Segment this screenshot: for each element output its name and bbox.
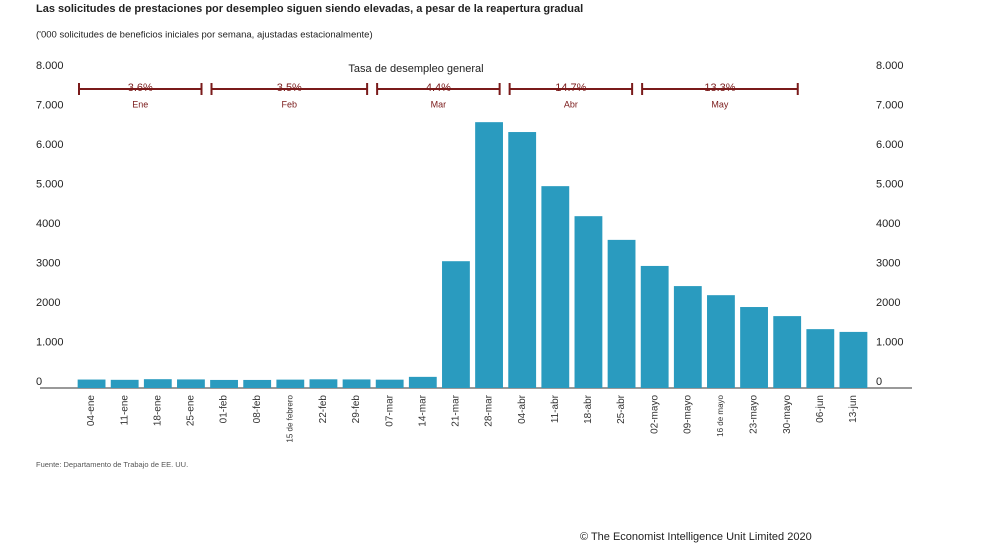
bar [177,379,205,388]
y2-tick-label: 8.000 [876,60,904,72]
annotation-title: Tasa de desempleo general [348,63,483,75]
bar [640,265,669,388]
y2-tick-label: 0 [876,376,882,388]
bar [143,379,172,388]
y-tick-label: 7.000 [36,99,64,111]
bar [309,379,338,388]
x-tick-label: 18-abr [583,394,594,424]
x-tick-label: 23-mayo [749,395,760,434]
y2-tick-label: 1.000 [876,336,904,348]
chart-title: Las solicitudes de prestaciones por dese… [36,3,583,15]
y-tick-label: 4000 [36,218,60,230]
annotation-month: Ene [132,99,148,109]
x-tick-label: 30-mayo [782,395,793,434]
x-tick-label: 02-mayo [649,395,660,434]
chart-subtitle: ('000 solicitudes de beneficios iniciale… [36,30,373,41]
x-tick-label: 29-feb [351,395,362,424]
y-tick-label: 6.000 [36,139,64,151]
bar [210,379,238,388]
bar [839,331,868,388]
bar [707,295,735,388]
x-tick-label: 15 de febrero [285,394,294,442]
x-tick-label: 14-mar [417,394,428,426]
bar [442,261,470,388]
y-tick-label: 1.000 [36,336,64,348]
x-tick-label: 28-mar [484,394,495,426]
bar [243,379,272,388]
x-tick-label: 21-mar [451,394,462,426]
x-tick-label: 01-feb [219,395,230,424]
x-tick-label: 16 de mayo [716,394,725,436]
bar [806,329,835,388]
y-tick-label: 8.000 [36,60,64,72]
bar [574,216,603,388]
bar [276,379,305,388]
y2-tick-label: 2000 [876,297,900,309]
bar [342,379,371,388]
bar [508,132,537,388]
bar [375,379,404,388]
y-tick-label: 0 [36,376,42,388]
x-tick-label: 06-jun [815,395,826,423]
bar [607,239,636,388]
bar [475,122,503,388]
copyright: © The Economist Intelligence Unit Limite… [580,531,812,543]
bar [673,286,702,388]
x-tick-label: 22-feb [318,395,329,424]
y2-tick-label: 6.000 [876,139,904,151]
x-tick-label: 25-ene [186,395,197,427]
bar [408,376,437,388]
y2-tick-label: 5.000 [876,178,904,190]
annotation-rate: 14.7% [555,82,586,94]
x-tick-label: 18-ene [152,395,163,427]
annotation-rate: 4.4% [426,82,451,94]
x-tick-label: 08-feb [252,395,263,424]
annotation-rate: 3.5% [277,82,302,94]
x-tick-label: 11-ene [119,395,130,426]
x-tick-label: 07-mar [384,394,395,426]
bar [77,379,106,388]
y2-tick-label: 3000 [876,257,900,269]
y-tick-label: 5.000 [36,178,64,190]
x-tick-label: 04-abr [517,394,528,424]
x-tick-label: 11-abr [550,394,561,423]
annotation-month: Abr [564,99,578,109]
annotation-rate: 3.6% [128,82,153,94]
x-tick-label: 04-ene [86,395,97,427]
bar [773,316,802,388]
annotation-month: Feb [282,99,298,109]
y2-tick-label: 7.000 [876,99,904,111]
annotation-rate: 13.3% [704,82,735,94]
x-tick-label: 25-abr [616,394,627,424]
y-tick-label: 3000 [36,257,60,269]
annotation-month: May [711,99,729,109]
annotation-month: Mar [431,99,447,109]
y2-tick-label: 4000 [876,218,900,230]
bar [740,307,768,388]
y-tick-label: 2000 [36,297,60,309]
bar [110,379,139,388]
bar [541,186,570,388]
x-tick-label: 09-mayo [682,395,693,434]
x-tick-label: 13-jun [848,395,859,423]
source: Fuente: Departamento de Trabajo de EE. U… [36,460,188,469]
